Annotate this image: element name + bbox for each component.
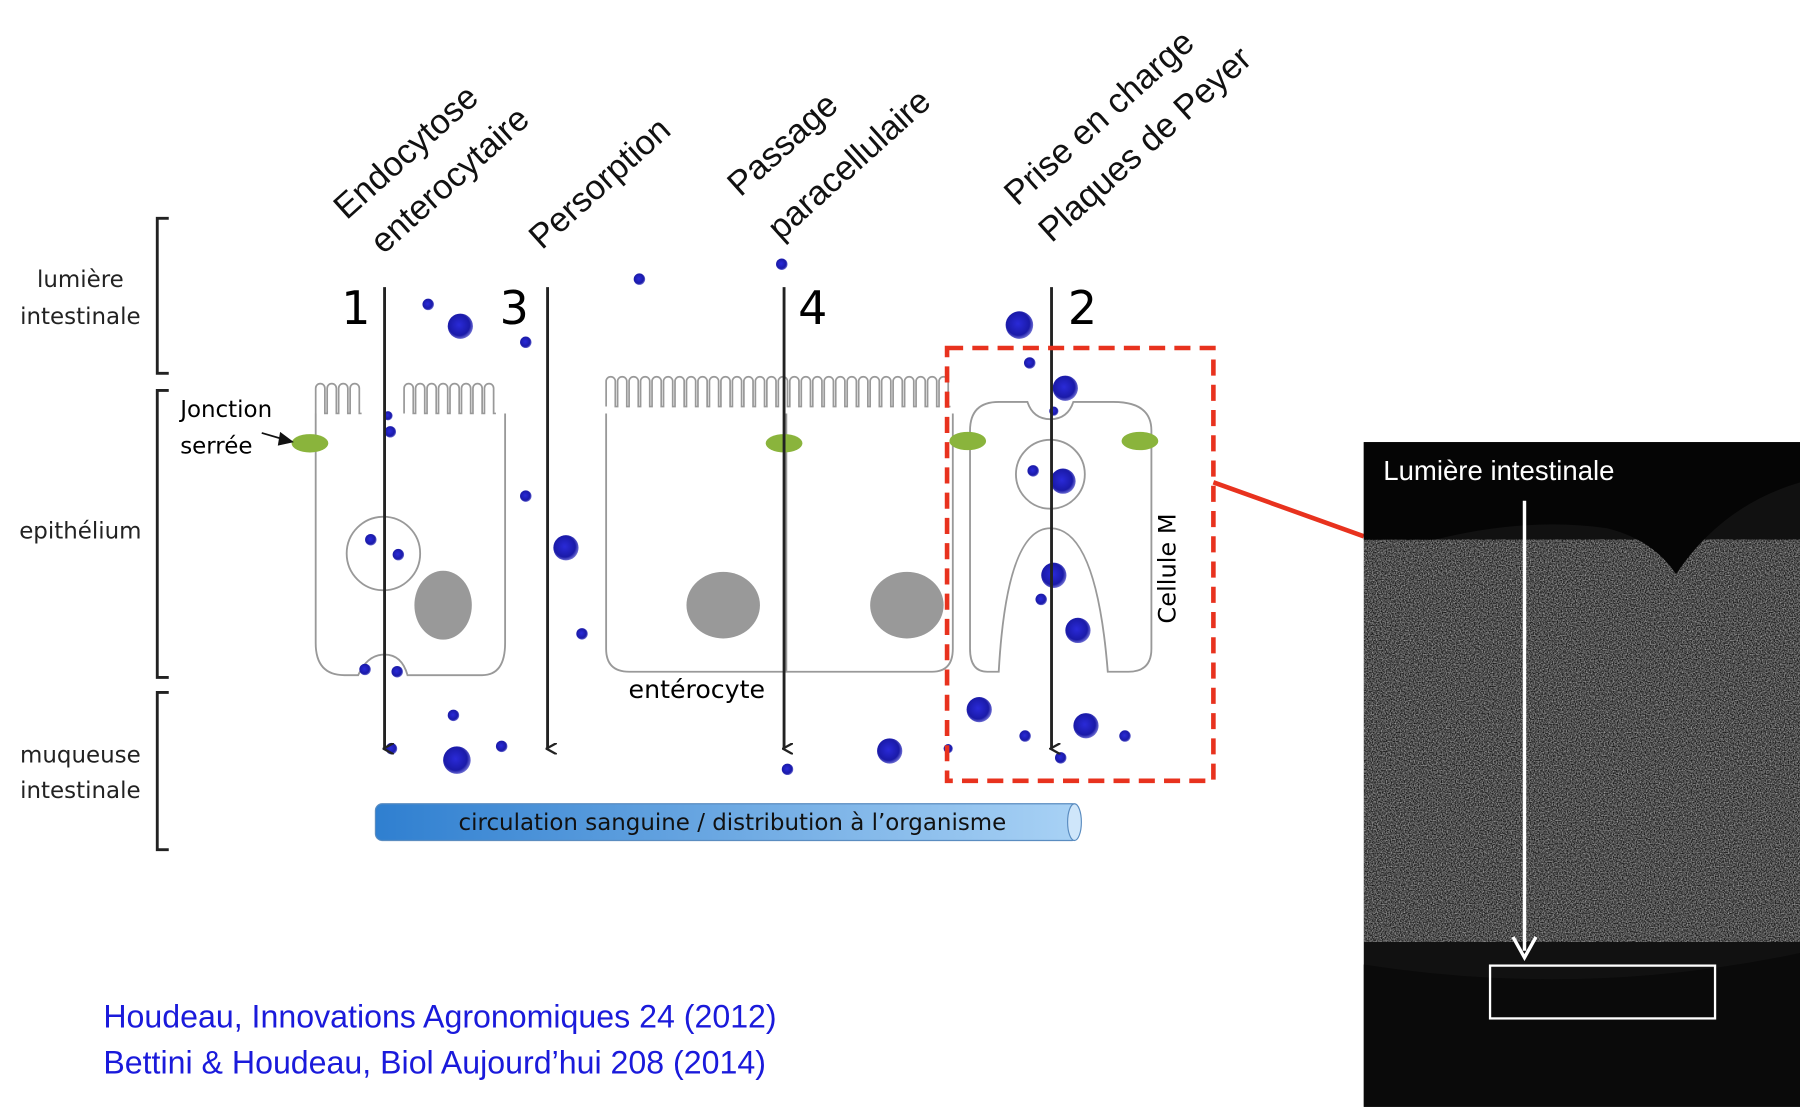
microvilli-row <box>316 384 362 414</box>
figure: Lumière intestinale lumière intestinale … <box>0 0 1800 1107</box>
particle <box>576 628 587 639</box>
pathway-number: 4 <box>798 281 827 335</box>
particle <box>1027 465 1038 476</box>
layer-label: intestinale <box>20 304 140 330</box>
reference: Houdeau, Innovations Agronomiques 24 (20… <box>103 999 776 1035</box>
pathway-number: 1 <box>341 281 370 335</box>
particle <box>776 258 787 269</box>
layer-label: muqueuse <box>20 742 141 768</box>
tube-end <box>1068 804 1082 841</box>
particle <box>359 664 370 675</box>
reference: Bettini & Houdeau, Biol Aujourd’hui 208 … <box>103 1045 766 1081</box>
particle <box>1024 357 1035 368</box>
microvilli-row <box>404 384 496 414</box>
particle <box>1119 730 1130 741</box>
circulation-label: circulation sanguine / distribution à l’… <box>459 810 1007 836</box>
particle <box>448 314 473 339</box>
connector <box>1213 482 1363 536</box>
particle <box>385 426 396 437</box>
microvilli-row <box>606 377 950 407</box>
particle <box>448 710 459 721</box>
nucleus <box>870 572 943 639</box>
micrograph-tissue <box>1364 540 1800 942</box>
junction-pointer-head <box>278 432 294 446</box>
micrograph <box>1364 442 1800 1107</box>
particle <box>553 535 578 560</box>
particle <box>634 273 645 284</box>
particle <box>1065 618 1090 643</box>
junction-label: serrée <box>180 434 252 460</box>
nucleus <box>414 571 471 640</box>
particle <box>496 741 507 752</box>
nuclei <box>414 571 943 640</box>
enterocyte-cell <box>606 413 786 671</box>
layer-label: lumière <box>37 267 124 293</box>
micrograph-label: Lumière intestinale <box>1383 455 1614 486</box>
microvilli <box>316 377 951 414</box>
pathway-number: 2 <box>1068 281 1097 335</box>
junction-label: Jonction <box>178 397 272 423</box>
particle <box>386 743 397 754</box>
particle <box>1041 563 1066 588</box>
enterocyte-label: entérocyte <box>629 675 766 704</box>
particle <box>391 666 402 677</box>
page: Lumière intestinale lumière intestinale … <box>0 0 1800 1107</box>
particle <box>520 490 531 501</box>
particle <box>443 746 471 774</box>
particle <box>1055 752 1066 763</box>
particle <box>1050 469 1075 494</box>
tight-junctions <box>292 432 1159 453</box>
particle <box>393 549 404 560</box>
m-cell-label: Cellule M <box>1154 513 1182 623</box>
particle <box>1019 730 1030 741</box>
particle <box>1053 376 1078 401</box>
particle <box>520 337 531 348</box>
layer-brackets <box>157 218 168 849</box>
layer-label: epithélium <box>19 519 141 545</box>
particle <box>1006 311 1034 339</box>
particle <box>422 299 433 310</box>
pathway-number: 3 <box>500 281 529 335</box>
particle <box>1073 713 1098 738</box>
particle <box>967 697 992 722</box>
enterocyte-cell <box>786 413 952 671</box>
nucleus <box>686 572 759 639</box>
particle <box>782 764 793 775</box>
pathway-label: Persorption <box>522 110 678 256</box>
particle <box>1035 594 1046 605</box>
particle <box>877 738 902 763</box>
particle <box>365 534 376 545</box>
junction <box>949 432 986 450</box>
junction <box>1122 432 1159 450</box>
layer-label: intestinale <box>20 778 140 804</box>
junction <box>292 434 329 452</box>
enterocyte-cell <box>316 413 505 675</box>
